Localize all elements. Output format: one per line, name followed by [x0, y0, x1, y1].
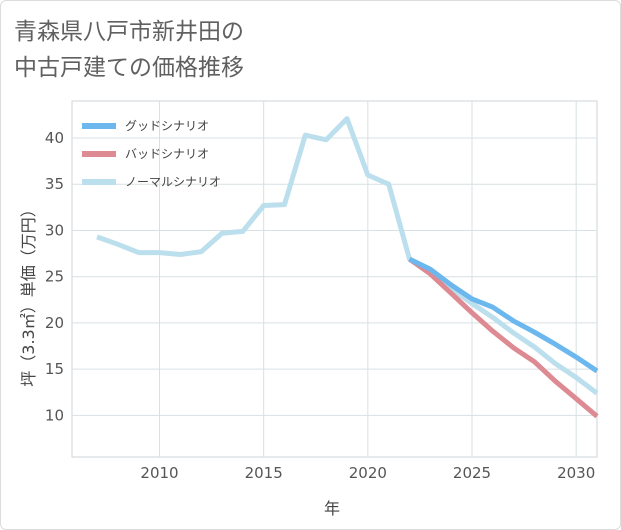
legend-label-normal[interactable]: ノーマルシナリオ	[125, 175, 221, 189]
legend-label-bad[interactable]: バッドシナリオ	[125, 147, 209, 161]
y-tick-label: 15	[45, 360, 64, 378]
chart-title-line-2: 中古戸建ての価格推移	[14, 55, 244, 81]
y-axis-title: 坪（3.3㎡）単価（万円）	[19, 201, 38, 386]
chart-title-line-1: 青森県八戸市新井田の	[14, 19, 244, 45]
legend-label-good[interactable]: グッドシナリオ	[125, 119, 209, 133]
grid	[72, 101, 597, 457]
series-line-good	[408, 256, 599, 374]
y-tick-label: 20	[45, 314, 64, 332]
chart-title: 青森県八戸市新井田の 中古戸建ての価格推移	[14, 14, 574, 86]
x-tick-label: 2015	[245, 464, 283, 482]
x-tick-label: 2020	[349, 464, 387, 482]
y-tick-label: 35	[45, 175, 64, 193]
x-tick-label: 2030	[557, 464, 595, 482]
x-tick-label: 2025	[453, 464, 491, 482]
x-tick-label: 2010	[140, 464, 178, 482]
series-lines	[96, 116, 599, 419]
y-axis-ticks: 10 15 20 25 30 35 40	[45, 129, 64, 424]
y-tick-label: 40	[45, 129, 64, 147]
y-tick-label: 10	[45, 406, 64, 424]
y-tick-label: 25	[45, 268, 64, 286]
series-line-bad	[408, 257, 599, 419]
x-axis-ticks: 2010 2015 2020 2025 2030	[140, 464, 595, 482]
y-tick-label: 30	[45, 221, 64, 239]
x-axis-title: 年	[324, 499, 340, 518]
series-line-normal	[96, 116, 599, 396]
